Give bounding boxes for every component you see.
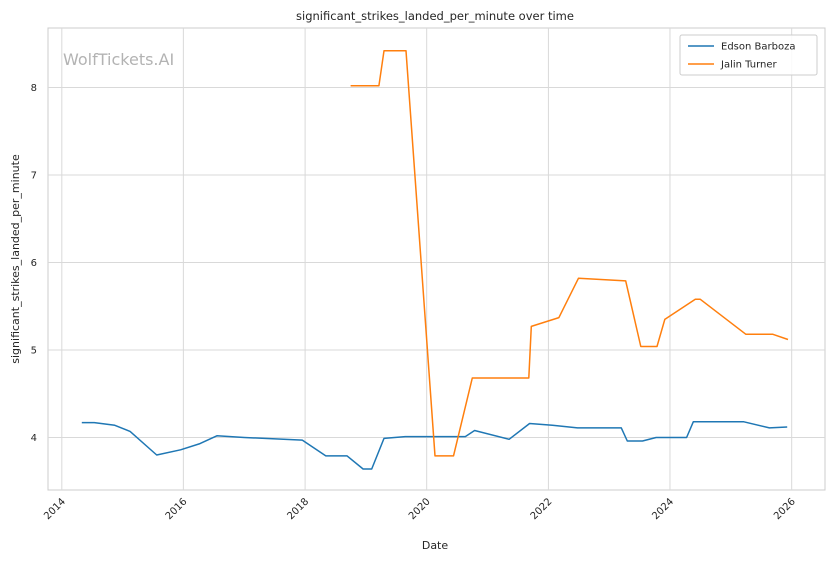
watermark: WolfTickets.AI xyxy=(63,50,174,69)
x-tick-label: 2016 xyxy=(164,496,190,522)
legend-box xyxy=(679,34,818,76)
grid xyxy=(48,28,825,490)
legend-label-2: Jalin Turner xyxy=(720,60,778,71)
x-tick-label: 2018 xyxy=(285,496,311,522)
legend: Edson Barboza Jalin Turner xyxy=(679,34,818,76)
series-line-1 xyxy=(81,421,788,470)
chart-title: significant_strikes_landed_per_minute ov… xyxy=(296,9,574,23)
x-tick-label: 2024 xyxy=(650,496,676,522)
x-tick-label: 2022 xyxy=(529,496,555,522)
y-tick-label: 6 xyxy=(31,258,37,269)
x-tick-label: 2026 xyxy=(772,496,798,522)
x-tick-label: 2020 xyxy=(407,496,433,522)
series-layer xyxy=(81,50,789,470)
y-tick-label: 8 xyxy=(31,83,37,94)
x-tick-label: 2014 xyxy=(42,496,68,522)
x-axis-label: Date xyxy=(422,539,449,552)
y-tick-label: 7 xyxy=(31,171,37,182)
y-tick-label: 5 xyxy=(31,346,37,357)
legend-label-1: Edson Barboza xyxy=(721,42,795,53)
series-line-2 xyxy=(350,50,789,457)
plot-area xyxy=(47,27,826,491)
y-axis-label: significant_strikes_landed_per_minute xyxy=(9,154,22,364)
y-tick-label: 4 xyxy=(31,433,37,444)
